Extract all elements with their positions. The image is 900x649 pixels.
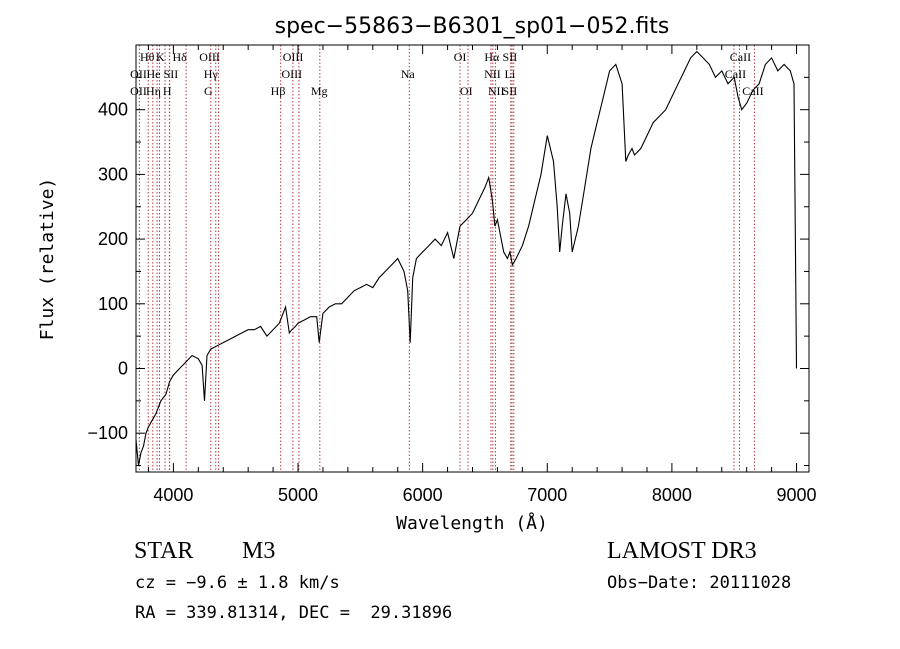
y-tick-label: 100: [98, 294, 128, 314]
spectral-line-label: Hβ: [271, 84, 286, 98]
y-tick-label: 400: [98, 100, 128, 120]
redshift-cz: cz = −9.6 ± 1.8 km/s: [135, 573, 340, 593]
spectral-line-label: Mg: [311, 84, 328, 98]
spectral-line-label: Na: [401, 67, 416, 81]
object-class: STAR: [134, 538, 194, 564]
y-tick-label: 200: [98, 229, 128, 249]
x-axis-label: Wavelength (Å): [396, 512, 548, 534]
spectral-line-label: OIII: [283, 50, 304, 64]
spectral-line-label: K: [156, 50, 165, 64]
spectral-line-label: Hα: [484, 50, 500, 64]
spectral-line-label: CaII: [725, 67, 746, 81]
survey-label: LAMOST DR3: [607, 538, 757, 564]
spectral-line-label: OI: [460, 84, 473, 98]
spectral-line-label: SII: [164, 67, 179, 81]
spectral-line-label: NII: [484, 67, 501, 81]
spectrum-chart: spec−55863−B6301_sp01−052.fits Hθ K Hδ OIII…: [37, 14, 817, 534]
x-axis-ticks: 4000 5000 6000 7000 8000 9000: [147, 45, 817, 505]
x-tick-label: 9000: [777, 485, 817, 505]
spectral-line-label: OIII: [199, 50, 220, 64]
chart-title: spec−55863−B6301_sp01−052.fits: [275, 14, 670, 39]
x-tick-label: 8000: [652, 485, 692, 505]
y-axis-label: Flux (relative): [37, 178, 58, 341]
observation-date: Obs−Date: 20111028: [607, 573, 792, 593]
spectral-line-label: NII: [488, 84, 505, 98]
spectral-line-label: G: [204, 84, 213, 98]
spectral-line-label: He: [146, 67, 160, 81]
ra-dec-coordinates: RA = 339.81314, DEC = 29.31896: [135, 603, 453, 623]
spectral-line-label: SII: [503, 84, 518, 98]
y-tick-label: −100: [87, 423, 128, 443]
spectral-line-markers: [138, 45, 755, 472]
spectral-line-label: Li: [505, 67, 516, 81]
y-tick-label: 300: [98, 164, 128, 184]
spectral-line-label: OI: [454, 50, 467, 64]
spectral-line-label: Hγ: [204, 67, 219, 81]
x-tick-label: 7000: [527, 485, 567, 505]
plot-frame: [135, 44, 810, 473]
y-axis-ticks: −100 0 100 200 300 400: [87, 44, 809, 467]
spectral-line-label: Hη: [146, 84, 161, 98]
spectral-line-label: Hδ: [172, 50, 187, 64]
flux-series-line: [135, 50, 798, 466]
spectral-line-label: OII: [130, 84, 147, 98]
spectral-line-label: Hθ: [140, 50, 155, 64]
spectral-line-label: OIII: [281, 67, 302, 81]
y-tick-label: 0: [118, 358, 128, 378]
spectral-line-label: CaII: [730, 50, 751, 64]
x-tick-label: 6000: [403, 485, 443, 505]
object-subclass: M3: [242, 538, 276, 564]
spectral-line-label: H: [163, 84, 172, 98]
x-tick-label: 5000: [278, 485, 318, 505]
spectral-line-label: OII: [130, 67, 147, 81]
spectral-line-label: SII: [503, 50, 518, 64]
x-tick-label: 4000: [153, 485, 193, 505]
